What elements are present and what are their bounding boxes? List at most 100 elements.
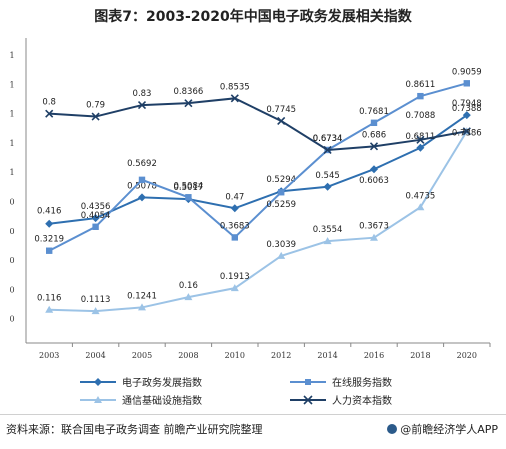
y-tick-label: 0 [9,256,14,265]
data-point-x [416,135,425,144]
data-point-diamond [45,219,54,228]
y-tick-label: 1 [9,80,14,89]
data-label: 0.7388 [452,104,482,114]
y-tick-label: 0 [9,198,14,207]
x-tick-label: 2003 [39,351,59,360]
x-tick-label: 2018 [410,351,430,360]
x-tick-label: 2020 [457,351,477,360]
footer-divider [0,414,506,415]
series-line [48,82,468,252]
legend-swatch-x [290,394,326,405]
legend-label: 通信基础设施指数 [122,396,202,407]
data-label: 0.5294 [266,175,296,185]
data-point-square [231,234,238,241]
data-label: 0.6734 [313,134,343,144]
data-point-square [185,194,192,201]
data-label: 0.5084 [174,181,204,191]
data-point-triangle [45,305,54,313]
data-point-triangle [277,251,286,259]
data-point-diamond [138,193,146,202]
data-label: 0.3039 [266,240,296,250]
data-label: 0.1113 [81,295,111,305]
y-tick-label: 0 [9,315,14,324]
data-point-diamond [230,204,239,213]
data-point-x [184,99,193,108]
data-point-triangle [138,303,146,311]
data-point-square [278,189,285,196]
x-tick-label: 2016 [364,351,384,360]
data-label: 0.4735 [406,191,436,201]
legend-swatch-triangle [80,395,116,403]
data-point-x [462,127,471,136]
x-tick-label: 2012 [271,351,291,360]
x-tick-label: 2008 [178,351,198,360]
data-label: 0.83 [133,89,152,99]
brand-logo-icon [387,424,398,434]
source-note: 资料来源：联合国电子政务调查 前瞻产业研究院整理 [6,423,263,436]
legend-swatch-square [290,378,326,385]
data-label: 0.3219 [34,235,64,245]
data-label: 0.16 [179,281,198,291]
data-point-diamond [323,182,332,191]
y-tick-label: 1 [9,51,14,60]
series-line [49,97,467,151]
data-point-x [277,116,286,126]
data-point-x [137,101,147,110]
data-label: 0.5692 [127,159,157,169]
data-label: 0.8611 [406,80,436,90]
data-label: 0.7088 [406,111,436,121]
data-label: 0.7681 [359,107,389,117]
data-label: 0.7386 [452,128,482,138]
legend-label: 电子政务发展指数 [122,378,202,389]
data-point-x [91,112,100,121]
legend-item: 通信基础设施指数 [80,392,202,407]
data-label: 0.8535 [220,82,250,92]
data-point-triangle [184,293,193,301]
data-label: 0.3673 [359,222,389,232]
data-label: 0.6063 [359,176,389,186]
series-line [49,114,468,225]
data-point-square [138,176,146,184]
legend-item: 在线服务指数 [290,374,392,389]
data-label: 0.7745 [266,105,296,115]
data-label: 0.5078 [127,181,157,191]
data-label: 0.8 [42,98,56,108]
x-tick-label: 2014 [317,351,337,360]
data-point-square [370,119,378,127]
data-label: 0.6734 [313,134,343,144]
data-point-x [230,94,239,103]
data-label: 0.7948 [452,99,482,109]
x-tick-label: 2004 [85,351,105,360]
data-point-diamond [370,165,378,174]
data-point-triangle [230,284,239,292]
data-point-square [463,80,470,87]
data-label: 0.4054 [81,211,111,221]
x-tick-label: 2005 [132,351,152,360]
legend-item: 电子政务发展指数 [80,374,202,389]
chart-legend: 电子政务发展指数 在线服务指数 通信基础设施指数 人力资本指数 [60,370,480,410]
data-point-square [46,247,53,254]
data-point-diamond [91,214,100,223]
data-point-square [92,223,99,230]
data-label: 0.686 [362,130,386,140]
y-tick-label: 1 [9,168,14,177]
brand-mark: @前瞻经济学人APP [387,421,498,437]
legend-label: 人力资本指数 [332,396,392,407]
data-label: 0.79 [86,101,105,111]
brand-label: @前瞻经济学人APP [400,423,498,436]
data-label: 0.4356 [81,202,111,212]
x-tick-label: 2010 [225,351,245,360]
data-point-square [417,92,424,100]
chart-title: 图表7：2003-2020年中国电子政务发展相关指数 [94,9,412,25]
data-point-diamond [462,111,471,120]
data-label: 0.5017 [174,183,204,193]
data-label: 0.8366 [174,87,204,97]
data-point-x [323,145,332,155]
legend-label: 在线服务指数 [332,378,392,389]
series-line [49,130,468,313]
data-label: 0.5259 [266,200,296,210]
line-chart: 1 1 1 1 1 0 0 0 0 0 2003 2004 2005 2008 2010 2012 2014 20… [9,38,491,360]
data-label: 0.1913 [220,272,250,282]
data-label: 0.3683 [220,221,250,231]
y-tick-label: 1 [9,110,14,119]
